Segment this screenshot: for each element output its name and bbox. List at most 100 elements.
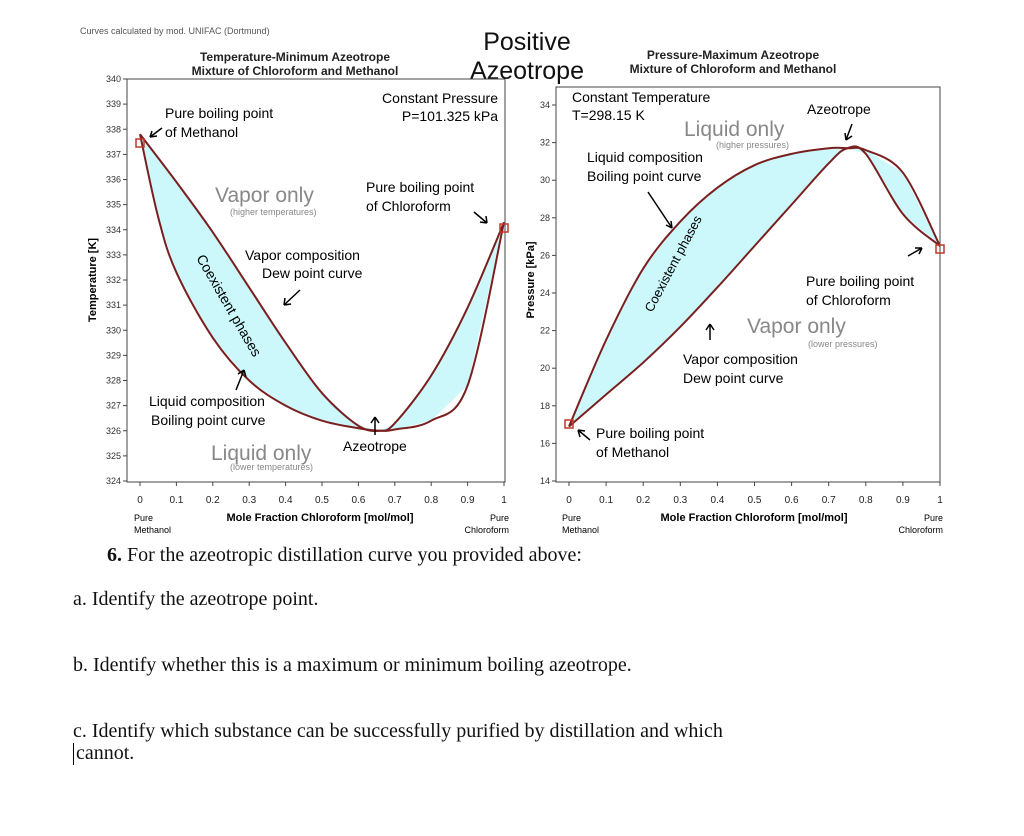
vapor-composition-label: Vapor composition [245, 247, 360, 263]
y-tick-label: 329 [106, 350, 121, 360]
vapor-only-sub: (higher temperatures) [230, 207, 317, 217]
question-number: 6. [107, 544, 122, 566]
arrow-icon [149, 127, 163, 138]
left-title-line1: Temperature-Minimum Azeotrope [199, 50, 391, 64]
liquid-composition-label: Liquid composition [149, 393, 265, 409]
pure-chloroform-marker [935, 244, 945, 254]
x-tick-label: 0.8 [859, 495, 873, 506]
arrow-icon [907, 247, 923, 257]
constant-pressure-value: P=101.325 kPa [402, 108, 498, 124]
left-pure-chloroform-2: Chloroform [464, 525, 509, 535]
y-tick-label: 338 [106, 124, 121, 134]
liquid-only-sub: (higher pressures) [716, 140, 789, 150]
constant-pressure-label: Constant Pressure [382, 90, 498, 106]
pure-bp-methanol-label2: of Methanol [165, 124, 238, 140]
left-title-line2: Mixture of Chloroform and Methanol [191, 64, 399, 78]
y-tick-label: 330 [106, 325, 121, 335]
right-pure-chloroform-1: Pure [924, 513, 943, 523]
dew-point-curve [139, 133, 505, 433]
x-tick-label: 0.7 [388, 495, 402, 506]
y-tick-label: 16 [540, 438, 550, 448]
x-tick-label: 0.9 [461, 495, 475, 506]
arrow-icon [473, 211, 488, 224]
y-tick-label: 333 [106, 250, 121, 260]
arrow-icon [647, 191, 673, 229]
arrow-icon [577, 429, 591, 441]
boiling-point-curve-label: Boiling point curve [587, 168, 702, 184]
question-c-line2: cannot. [76, 742, 135, 764]
x-tick-label: 0.9 [896, 495, 910, 506]
y-tick-label: 331 [106, 300, 121, 310]
y-tick-label: 340 [106, 74, 121, 84]
left-pure-chloroform-1: Pure [490, 513, 509, 523]
y-tick-label: 334 [106, 225, 121, 235]
pure-methanol-marker [135, 138, 145, 148]
y-tick-label: 326 [106, 426, 121, 436]
liquid-only-label: Liquid only [684, 118, 785, 141]
pure-bp-methanol-label: Pure boiling point [165, 105, 273, 121]
azeotrope-label-right: Azeotrope [807, 101, 871, 117]
liquid-only-label: Liquid only [211, 442, 312, 465]
y-tick-label: 339 [106, 99, 121, 109]
constant-temperature-value: T=298.15 K [572, 107, 645, 123]
center-title-line2: Azeotrope [470, 57, 584, 85]
x-tick-label: 0.5 [315, 495, 329, 506]
x-tick-label: 1 [937, 495, 943, 506]
arrow-icon [370, 416, 380, 435]
y-tick-label: 28 [540, 213, 550, 223]
arrow-icon [705, 323, 715, 340]
y-tick-label: 337 [106, 149, 121, 159]
y-tick-label: 332 [106, 275, 121, 285]
right-y-label: Pressure [kPa] [525, 241, 537, 318]
x-tick-label: 0.2 [206, 495, 220, 506]
dew-point-label: Dew point curve [683, 370, 784, 386]
question-prompt: For the azeotropic distillation curve yo… [127, 544, 582, 566]
right-title-line2: Mixture of Chloroform and Methanol [629, 62, 837, 76]
right-title-line1: Pressure-Maximum Azeotrope [646, 48, 820, 62]
arrow-icon [235, 369, 247, 391]
y-tick-label: 18 [540, 401, 550, 411]
vapor-only-label: Vapor only [747, 315, 846, 338]
dew-point-label: Dew point curve [262, 265, 363, 281]
pure-chloroform-marker [499, 223, 509, 233]
azeotrope-label-left: Azeotrope [343, 438, 407, 454]
y-tick-label: 14 [540, 476, 550, 486]
right-y-axis: 14 16 18 20 22 24 26 28 30 32 34 [540, 100, 556, 486]
x-tick-label: 0.6 [351, 495, 365, 506]
x-tick-label: 1 [501, 495, 507, 506]
dew-point-curve [568, 145, 941, 428]
left-chart: 324 325 326 327 328 329 330 331 332 333 334 335 336 3… [87, 74, 509, 535]
question-heading: 6. For the azeotropic distillation curve… [107, 544, 582, 567]
left-chart-title: Temperature-Minimum Azeotrope Mixture of… [170, 50, 420, 78]
vapor-composition-label: Vapor composition [683, 351, 798, 367]
right-x-axis: 0 0.1 0.2 0.3 0.4 0.5 0.6 0.7 0.8 0.9 1 [566, 482, 943, 506]
x-tick-label: 0.4 [710, 495, 724, 506]
boiling-point-curve [568, 146, 941, 427]
boiling-point-curve [139, 134, 505, 432]
pure-bp-chloroform-label2: of Chloroform [366, 198, 451, 214]
y-tick-label: 32 [540, 138, 550, 148]
left-x-label: Mole Fraction Chloroform [mol/mol] [227, 512, 414, 524]
vapor-only-sub: (lower pressures) [808, 339, 878, 349]
y-tick-label: 328 [106, 376, 121, 386]
question-c-line1: c. Identify which substance can be succe… [73, 720, 723, 742]
left-pure-methanol-1: Pure [134, 513, 153, 523]
right-pure-chloroform-2: Chloroform [898, 525, 943, 535]
x-tick-label: 0.5 [748, 495, 762, 506]
x-tick-label: 0.2 [636, 495, 650, 506]
left-pure-methanol-2: Methanol [134, 525, 171, 535]
x-tick-label: 0.7 [822, 495, 836, 506]
vapor-only-label: Vapor only [215, 184, 314, 207]
left-y-label: Temperature [K] [87, 238, 99, 322]
y-tick-label: 22 [540, 326, 550, 336]
pure-bp-methanol-label: Pure boiling point [596, 425, 704, 441]
constant-temperature-label: Constant Temperature [572, 89, 710, 105]
liquid-composition-label: Liquid composition [587, 149, 703, 165]
boiling-point-curve-label: Boiling point curve [151, 412, 266, 428]
x-tick-label: 0 [566, 495, 572, 506]
x-tick-label: 0.1 [599, 495, 613, 506]
x-tick-label: 0.1 [169, 495, 183, 506]
y-tick-label: 325 [106, 451, 121, 461]
y-tick-label: 34 [540, 100, 550, 110]
y-tick-label: 30 [540, 175, 550, 185]
